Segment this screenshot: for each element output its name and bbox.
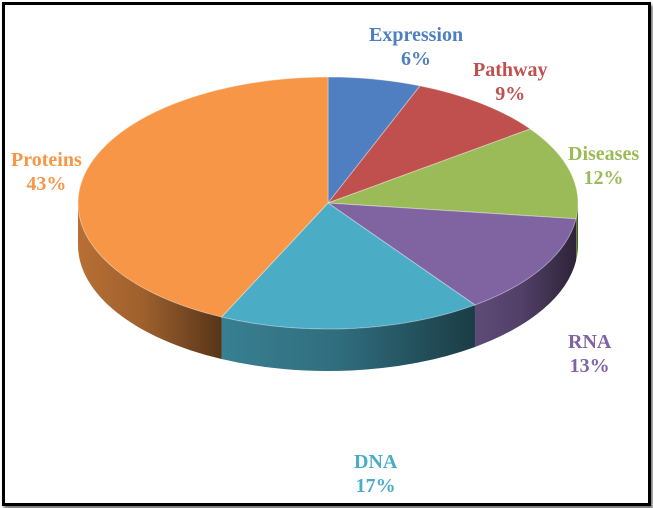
label-diseases-value: 12% — [583, 167, 624, 189]
label-pathway: Pathway 9% — [473, 58, 547, 106]
slice-dna — [220, 202, 477, 330]
label-expression: Expression 6% — [369, 23, 463, 71]
slice-side-shade-proteins — [78, 203, 222, 360]
slice-side-shade-dna — [221, 304, 475, 372]
slice-proteins — [77, 76, 329, 318]
slice-pathway — [326, 85, 532, 205]
label-pathway-value: 9% — [495, 83, 526, 105]
label-diseases: Diseases 12% — [568, 142, 639, 190]
label-proteins: Proteins 43% — [11, 148, 82, 196]
label-expression-name: Expression — [369, 24, 464, 46]
label-rna-name: RNA — [568, 331, 612, 353]
slice-side-shade-diseases — [576, 203, 578, 261]
label-dna: DNA 17% — [354, 450, 397, 498]
label-dna-name: DNA — [354, 451, 398, 473]
label-dna-value: 17% — [355, 475, 396, 497]
pie-chart — [77, 76, 579, 372]
label-diseases-name: Diseases — [568, 143, 640, 165]
slice-diseases — [327, 128, 579, 220]
label-pathway-name: Pathway — [473, 59, 548, 81]
label-proteins-name: Proteins — [11, 149, 82, 171]
label-expression-value: 6% — [401, 48, 432, 70]
label-rna: RNA 13% — [568, 330, 611, 378]
slice-side-shade-rna — [474, 218, 577, 347]
label-proteins-value: 43% — [26, 173, 67, 195]
slice-expression — [327, 76, 421, 205]
label-rna-value: 13% — [569, 355, 610, 377]
slice-rna — [326, 202, 577, 306]
